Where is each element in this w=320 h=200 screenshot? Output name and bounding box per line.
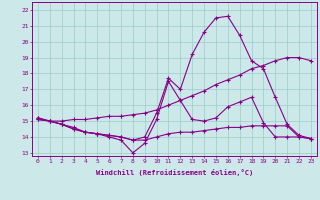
X-axis label: Windchill (Refroidissement éolien,°C): Windchill (Refroidissement éolien,°C) — [96, 169, 253, 176]
